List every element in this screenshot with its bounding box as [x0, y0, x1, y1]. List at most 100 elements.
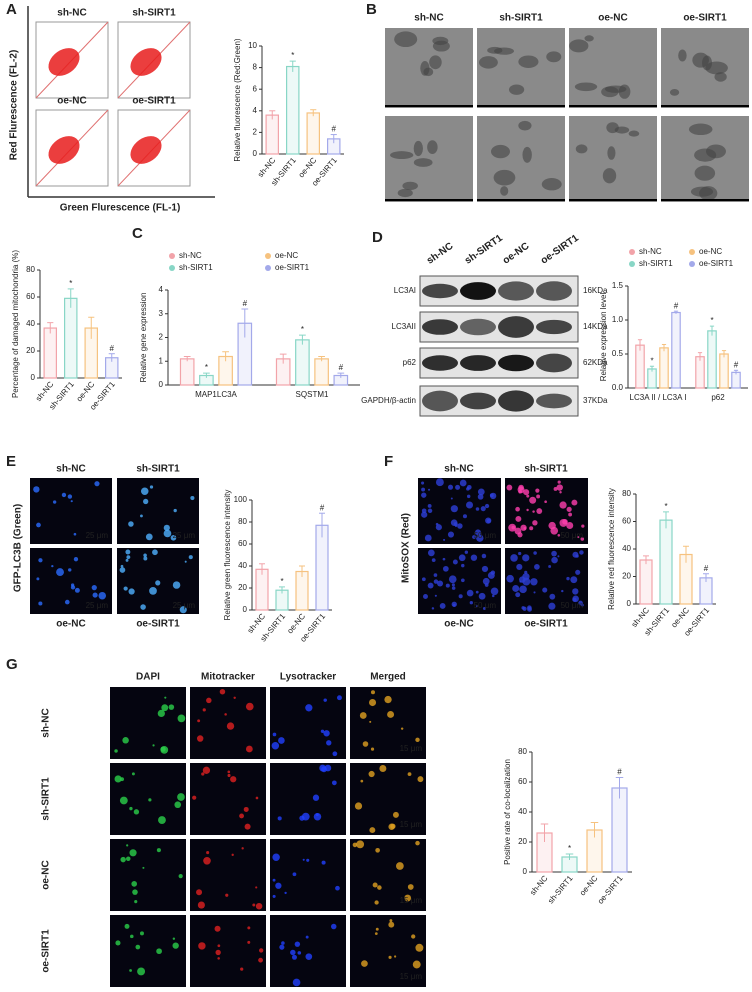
cell — [70, 583, 75, 587]
y-tick-label: 0 — [31, 373, 36, 382]
cell — [227, 773, 231, 777]
cell — [561, 589, 564, 593]
condition-label: sh-NC — [444, 464, 473, 475]
cell — [475, 507, 480, 511]
cell — [460, 578, 465, 583]
fluorescence-image — [110, 915, 186, 987]
cell — [224, 713, 227, 716]
cell — [161, 704, 169, 712]
cell — [133, 809, 140, 815]
organelle — [669, 89, 680, 96]
cell — [404, 894, 412, 902]
size-label: 14KDa — [583, 322, 608, 331]
cell — [148, 798, 152, 802]
organelle — [569, 39, 589, 53]
cell — [94, 481, 100, 487]
bar — [179, 358, 195, 386]
bar — [659, 519, 673, 605]
cell — [227, 770, 231, 774]
cell — [128, 521, 134, 527]
cell — [388, 823, 395, 830]
cell — [571, 499, 578, 506]
organelle — [546, 51, 562, 63]
cell-cloud — [130, 136, 162, 164]
cell — [447, 531, 455, 538]
x-tick-label: oe-NC — [578, 874, 600, 898]
channel-label: Lysotracker — [280, 672, 336, 683]
cell — [173, 508, 177, 513]
cell — [447, 484, 454, 490]
panel-letter: C — [132, 225, 143, 242]
condition-label: oe-NC — [41, 860, 52, 889]
cell — [421, 577, 426, 582]
cell — [247, 940, 251, 944]
cell — [415, 943, 424, 952]
cell — [67, 494, 73, 499]
cell — [532, 510, 535, 513]
x-axis-label: Green Flurescence (FL-1) — [60, 203, 181, 214]
cell — [457, 523, 463, 529]
cell — [331, 780, 337, 786]
cell — [478, 592, 486, 600]
cell — [411, 934, 416, 939]
significance: # — [734, 360, 739, 369]
scale-label: 15 μm — [400, 972, 423, 981]
cell — [579, 550, 584, 555]
cell — [433, 573, 438, 577]
cell — [158, 816, 166, 824]
cell — [241, 847, 244, 850]
cell — [190, 495, 195, 501]
organelle — [699, 186, 718, 201]
cell — [225, 893, 229, 897]
cell — [377, 885, 382, 890]
cell — [451, 586, 456, 590]
scale-label: 50 μm — [561, 601, 584, 610]
cell — [302, 858, 305, 861]
cell — [384, 695, 392, 704]
cell — [553, 487, 558, 491]
cell — [431, 558, 436, 563]
panel-letter: D — [372, 229, 383, 246]
cell — [434, 594, 437, 597]
cell — [272, 894, 276, 898]
legend-label: oe-SIRT1 — [699, 259, 734, 268]
condition-label: sh-SIRT1 — [499, 13, 543, 24]
cell — [534, 564, 540, 570]
cell — [188, 555, 193, 560]
organelle — [694, 148, 717, 162]
scale-label: 25 μm — [173, 531, 196, 540]
cell — [515, 506, 520, 512]
organelle — [614, 126, 630, 134]
blot-band — [460, 318, 496, 336]
y-tick-label: 80 — [238, 517, 247, 526]
significance: * — [568, 844, 571, 853]
y-tick-label: 3 — [159, 309, 164, 318]
cell — [231, 853, 234, 857]
condition-label: sh-SIRT1 — [136, 464, 180, 475]
scale-label: 50 μm — [474, 531, 497, 540]
fluorescence-image — [117, 478, 199, 544]
scale-label: 50 μm — [561, 531, 584, 540]
significance: * — [205, 363, 208, 372]
fluorescence-image — [270, 687, 346, 759]
cell — [375, 847, 380, 853]
cell — [427, 508, 433, 514]
cell — [452, 559, 458, 565]
cell — [437, 580, 444, 587]
cell — [379, 764, 387, 772]
scale-label: 15 μm — [400, 744, 423, 753]
fluorescence-image — [350, 763, 426, 835]
significance: # — [339, 363, 344, 372]
lane-label: oe-SIRT1 — [539, 232, 581, 266]
y-axis-label: Relative gene expression — [139, 293, 148, 383]
cell — [177, 793, 185, 801]
condition-label: sh-NC — [57, 8, 86, 19]
significance: * — [710, 316, 713, 325]
legend-label: sh-NC — [179, 251, 202, 260]
significance: # — [674, 301, 679, 310]
cell — [152, 549, 158, 556]
cell — [522, 577, 531, 586]
cell — [179, 606, 187, 614]
cell — [470, 554, 478, 561]
bar — [671, 311, 681, 389]
